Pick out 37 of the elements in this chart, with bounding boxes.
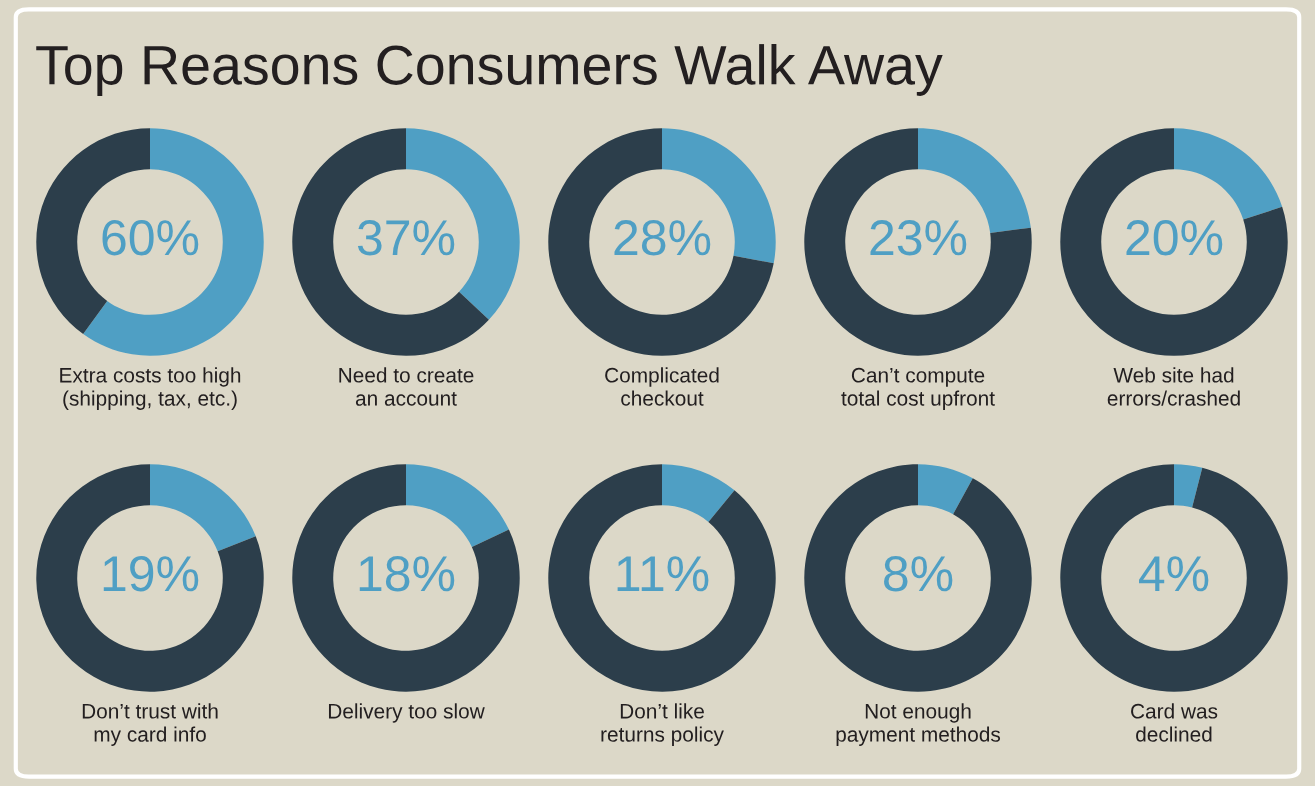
donut-slice: [292, 464, 520, 692]
donut-slice: [918, 464, 973, 515]
donut-slice: [83, 128, 264, 356]
donut-slice: [804, 464, 1032, 692]
donut-slice: [548, 464, 776, 692]
data-label: 60%: [102, 220, 199, 256]
donut-slice: [662, 464, 735, 522]
data-label: 28%: [614, 220, 711, 256]
text: Card was declined: [1131, 703, 1218, 742]
data-label: 23%: [870, 220, 967, 256]
donut-slice: [406, 464, 509, 548]
data-label: 19%: [103, 556, 199, 592]
text: Complicated checkout: [605, 367, 719, 406]
text: Can’t compute total cost upfront: [841, 367, 995, 410]
text: Top Reasons Consumers Walk Away: [36, 44, 943, 96]
data-label: 4%: [1139, 556, 1209, 592]
donut-slice: [548, 128, 774, 356]
text: Need to create an account: [339, 367, 474, 406]
data-label: 37%: [357, 220, 455, 256]
text: Don’t like returns policy: [601, 703, 724, 746]
donut-slice: [1174, 128, 1283, 220]
data-label: 18%: [359, 556, 455, 592]
donut-slice: [150, 464, 256, 552]
data-label: 8%: [884, 556, 953, 592]
data-label: 11%: [617, 556, 709, 592]
donut-slice: [1060, 464, 1288, 692]
donut-slice: [1060, 128, 1288, 356]
text: Extra costs too high (shipping, tax, etc.): [60, 367, 241, 410]
donut-slice: [804, 128, 1032, 356]
donut-slice: [36, 464, 264, 692]
text: Web site had errors/crashed: [1107, 367, 1240, 406]
donut-slice: [1174, 464, 1203, 508]
text: Not enough payment methods: [836, 703, 1001, 746]
data-label: 20%: [1126, 220, 1223, 256]
text: Don’t trust with my card info: [82, 703, 218, 746]
text: Delivery too slow: [328, 703, 485, 723]
donut-slice: [292, 128, 489, 356]
